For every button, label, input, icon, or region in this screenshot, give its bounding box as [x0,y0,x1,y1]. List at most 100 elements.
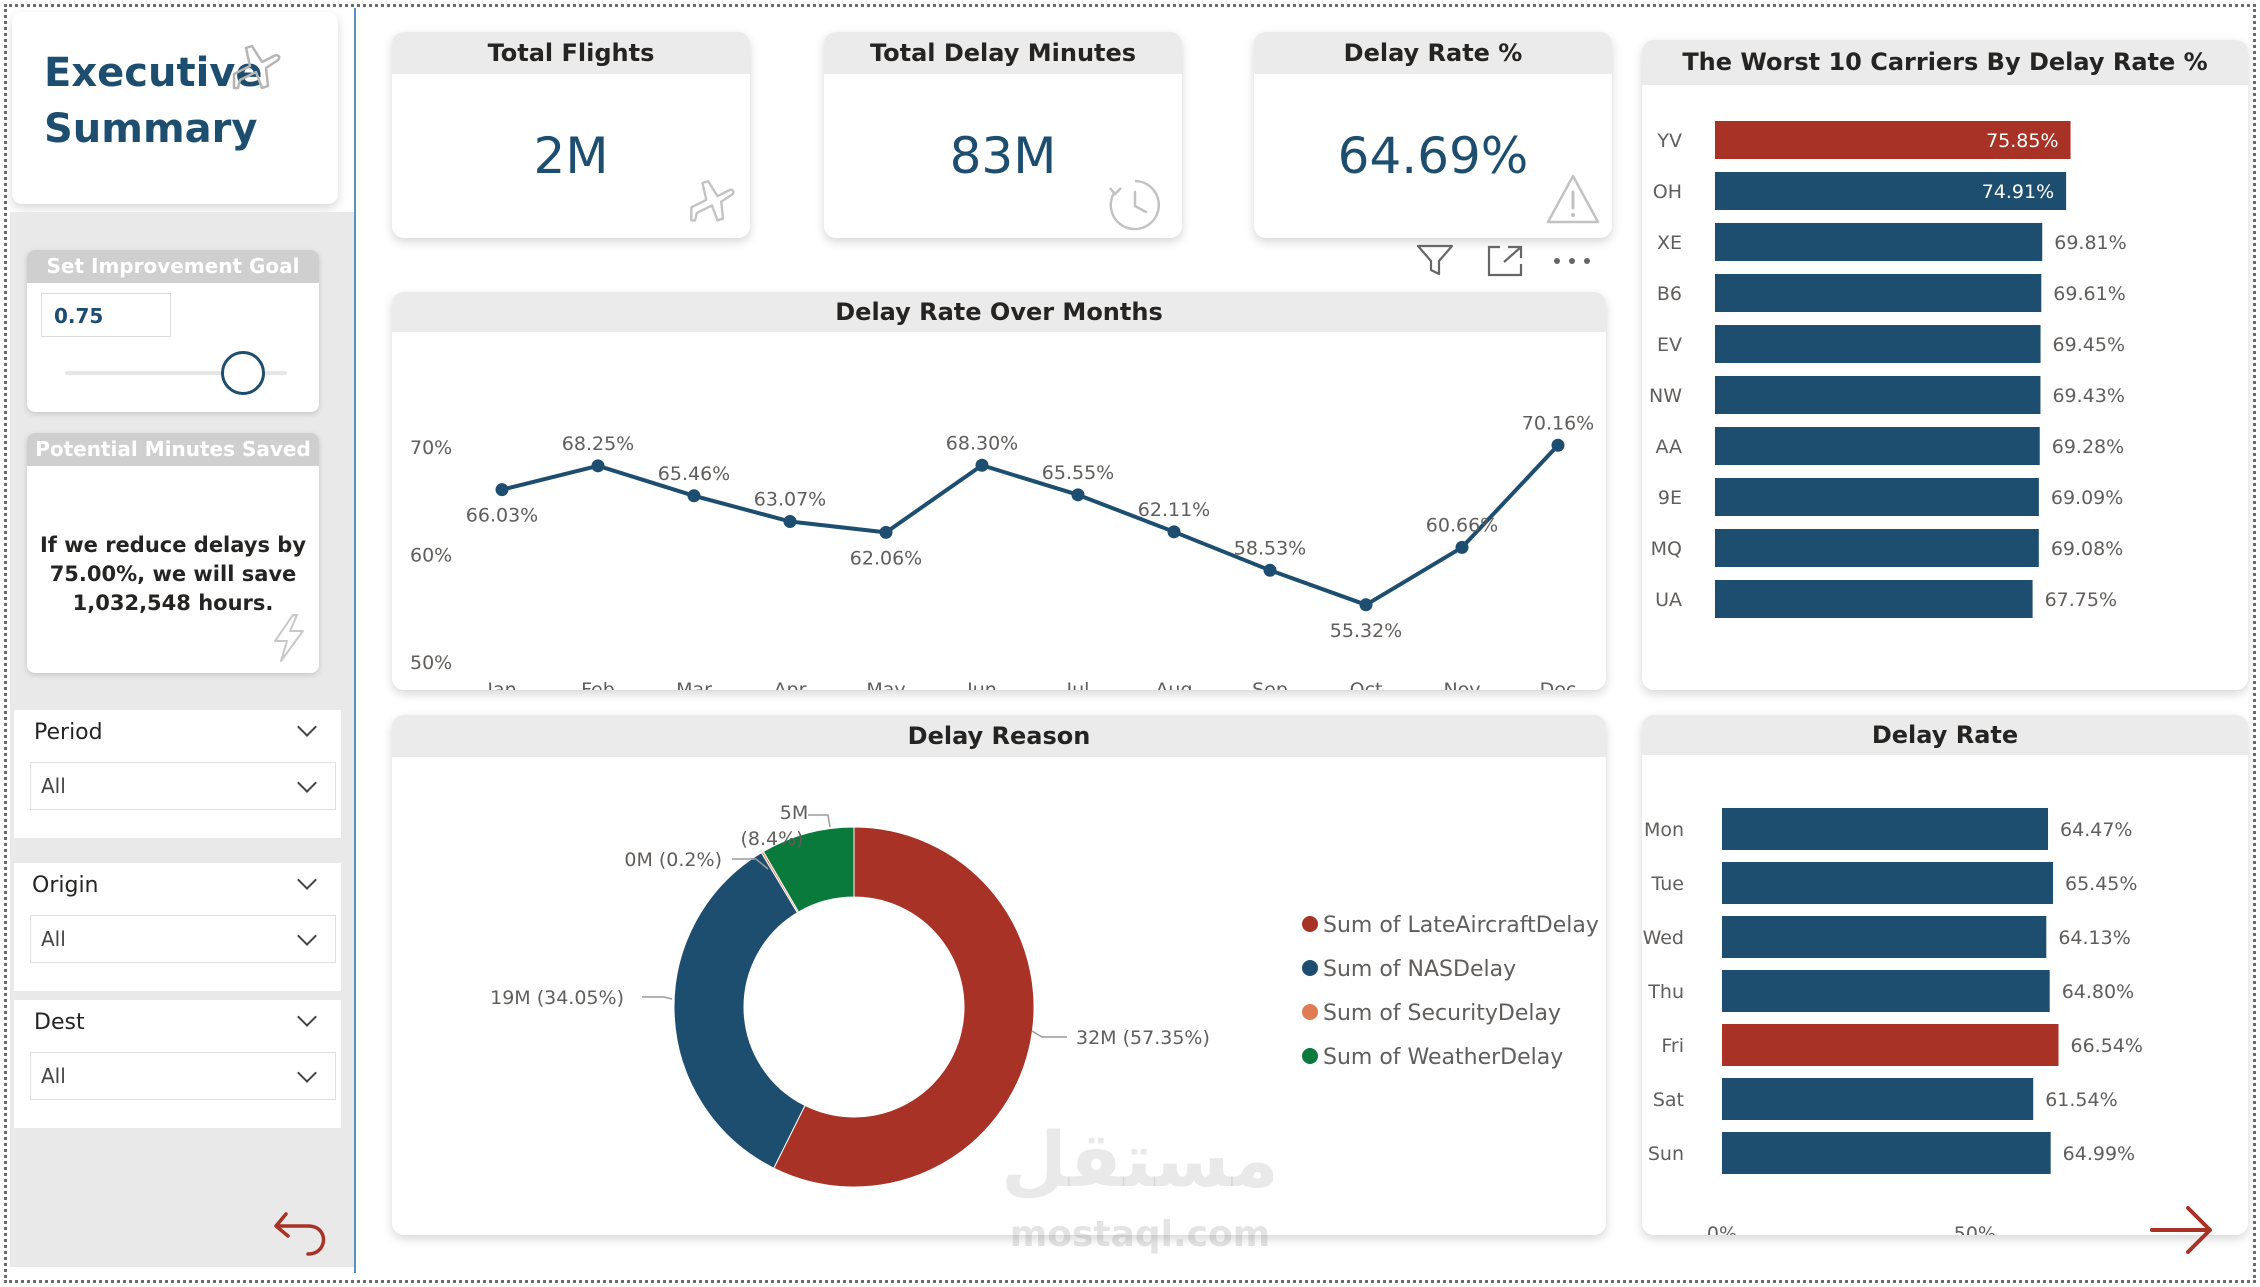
x-tick-label: Oct [1350,679,1383,690]
category-label: Thu [1647,981,1684,1003]
category-label: Sat [1653,1089,1684,1111]
category-label: XE [1657,232,1682,254]
category-label: OH [1653,181,1682,203]
bar [1722,1024,2059,1066]
bar-value-label: 69.61% [2053,283,2125,305]
more-options-icon[interactable] [1552,254,1592,268]
data-point [1071,488,1085,502]
dest-dropdown[interactable]: All [30,1052,336,1100]
bar [1715,274,2042,312]
x-tick-label: Nov [1443,679,1480,690]
x-tick-label: 0% [1700,688,1730,690]
worst-carriers-card: The Worst 10 Carriers By Delay Rate % YV… [1642,40,2248,690]
category-label: MQ [1651,538,1682,560]
warning-icon [1546,174,1600,224]
improvement-goal-card: Set Improvement Goal 0.75 [27,250,319,412]
goal-slider-thumb[interactable] [220,351,265,395]
kpi-card-total-flights: Total Flights 2M [392,32,750,238]
origin-dropdown[interactable]: All [30,915,336,963]
page-frame [4,4,2256,1283]
panel-divider [354,8,356,1273]
bar-value-label: 67.75% [2045,589,2117,611]
chevron-down-icon[interactable] [297,717,317,737]
data-point [687,489,701,503]
dest-dropdown-value: All [41,1064,66,1088]
data-label: 58.53% [1234,537,1306,559]
bar [1715,478,2039,516]
weekday-delay-card: Delay Rate Mon 64.47% Tue 65.45% Wed 64.13% Th… [1642,715,2248,1235]
slice-label: 0M (0.2%) [624,849,722,871]
legend-marker [1302,1048,1318,1064]
bar [1715,376,2041,414]
x-tick-label: Dec [1540,679,1577,690]
bar-value-label: 64.80% [2062,981,2134,1003]
focus-mode-icon[interactable] [1486,244,1524,278]
goal-slider-track[interactable] [65,371,287,375]
slice-label: 32M (57.35%) [1076,1027,1210,1049]
category-label: Tue [1651,873,1684,895]
leader-line [1031,1030,1067,1038]
bar [1715,580,2033,618]
bar [1722,808,2049,850]
period-dropdown-value: All [41,774,66,798]
line-chart: 50% 60% 70% 66.03% Jan 68.25% Feb 65.46% Mar 63.0… [410,412,1594,690]
data-point [1359,598,1373,612]
bar-value-label: 61.54% [2045,1089,2117,1111]
page-title-line1: Executive [44,50,263,96]
leader-line [642,996,673,1000]
y-tick-label: 50% [410,652,452,674]
filter-icon[interactable] [1415,242,1455,278]
bar [1715,325,2041,363]
data-label: 65.55% [1042,462,1114,484]
page-title-line2: Summary [44,106,258,152]
y-tick-label: 60% [410,545,452,567]
next-arrow-icon[interactable] [2148,1200,2218,1260]
slice-label: (8.4%) [740,828,803,850]
data-point [1263,563,1277,577]
data-label: 62.06% [850,547,922,569]
kpi-title: Total Delay Minutes [824,32,1182,74]
x-tick-label: Mar [676,679,712,690]
data-label: 55.32% [1330,620,1402,642]
saved-text: If we reduce delays by 75.00%, we will s… [39,533,307,615]
bar [1715,223,2043,261]
donut-chart: 32M (57.35%) 19M (34.05%) 0M (0.2%) 5M (8.4%… [490,802,1599,1188]
x-tick-label: Jun [966,679,997,690]
series-line [501,443,1560,607]
goal-value-input[interactable]: 0.75 [41,293,171,337]
kpi-value: 64.69% [1337,127,1529,185]
category-label: B6 [1657,283,1682,305]
bar-value-label: 64.99% [2063,1143,2135,1165]
chevron-down-icon[interactable] [297,870,317,890]
airplane-icon [690,180,735,222]
donut-slice [673,851,806,1169]
x-tick-label: Apr [774,679,807,690]
category-label: Fri [1661,1035,1684,1057]
data-point [1551,438,1565,452]
x-tick-label: 0% [1707,1223,1737,1235]
dest-slicer: Dest All [14,1000,341,1128]
slice-label: 5M [780,802,808,824]
bar [1722,970,2050,1012]
category-label: Wed [1643,927,1684,949]
x-tick-label: Jul [1066,679,1090,690]
category-label: NW [1649,385,1682,407]
bar-value-label: 64.47% [2060,819,2132,841]
chevron-down-icon[interactable] [297,1007,317,1027]
bar-value-label: 69.09% [2051,487,2123,509]
dest-slicer-title: Dest [34,1010,85,1035]
legend-marker [1302,960,1318,976]
legend-item: Sum of WeatherDelay [1323,1045,1563,1070]
back-arrow-icon[interactable] [272,1206,332,1262]
category-label: Sun [1648,1143,1684,1165]
data-label: 62.11% [1138,499,1210,521]
category-label: YV [1656,130,1682,152]
lightning-icon [274,614,304,662]
bar [1715,529,2039,567]
data-point [783,514,797,528]
period-dropdown[interactable]: All [30,762,336,810]
delay-reason-card: Delay Reason 32M (57.35%) 19M (34.05%) 0M … [392,715,1606,1235]
data-point [1167,525,1181,539]
chart-title: Delay Rate Over Months [392,292,1606,332]
donut-slice [773,826,1035,1188]
